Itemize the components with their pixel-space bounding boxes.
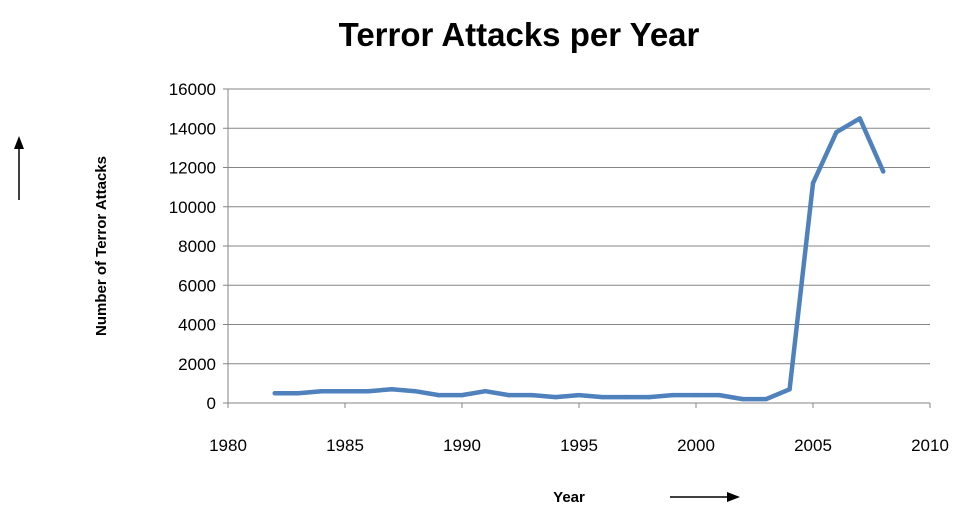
gridlines — [228, 88, 930, 365]
x-tick-label: 2000 — [677, 436, 715, 455]
x-axis-right-arrow-icon — [670, 492, 740, 502]
y-tick-label: 14000 — [169, 119, 216, 138]
data-point — [319, 389, 324, 394]
data-point — [272, 390, 277, 396]
data-point — [834, 129, 839, 135]
data-point — [366, 389, 371, 394]
data-point — [670, 392, 675, 398]
data-point — [717, 392, 722, 398]
series-line — [272, 116, 886, 402]
x-tick-label: 2005 — [794, 436, 832, 455]
data-point — [647, 394, 652, 400]
x-tick-label: 2010 — [911, 436, 949, 455]
data-point — [764, 396, 769, 402]
data-point — [693, 392, 699, 398]
series-layer — [272, 116, 886, 402]
data-point — [413, 389, 418, 394]
data-point — [810, 181, 816, 186]
data-point — [881, 169, 886, 174]
y-axis-ticks: 0 2000 4000 6000 8000 10000 12000 14000 16000 — [169, 80, 228, 413]
data-point — [483, 389, 488, 394]
data-point — [740, 396, 745, 402]
x-axis-ticks: 1980 1985 1990 1995 2000 2005 2010 — [209, 403, 949, 455]
y-tick-label: 0 — [207, 394, 216, 413]
data-point — [530, 392, 535, 398]
data-point — [623, 394, 628, 400]
data-point — [576, 392, 582, 398]
y-tick-label: 10000 — [169, 198, 216, 217]
y-tick-label: 8000 — [178, 237, 216, 256]
data-point — [459, 392, 465, 398]
data-point — [436, 392, 441, 398]
x-axis-label: Year — [553, 489, 585, 506]
data-point — [553, 394, 558, 400]
data-point — [342, 389, 348, 394]
x-tick-label: 1990 — [443, 436, 481, 455]
y-tick-label: 2000 — [178, 355, 216, 374]
data-point — [857, 116, 862, 121]
chart-title: Terror Attacks per Year — [339, 16, 700, 53]
data-point — [296, 390, 301, 396]
data-point — [389, 387, 394, 392]
data-point — [787, 387, 792, 392]
data-point — [506, 392, 511, 398]
y-tick-label: 16000 — [169, 80, 216, 99]
y-tick-label: 12000 — [169, 159, 216, 178]
x-tick-label: 1980 — [209, 436, 247, 455]
x-tick-label: 1985 — [326, 436, 364, 455]
y-tick-label: 6000 — [178, 276, 216, 295]
y-tick-label: 4000 — [178, 316, 216, 335]
x-tick-label: 1995 — [560, 436, 598, 455]
y-axis-label: Number of Terror Attacks — [93, 156, 110, 336]
y-axis-up-arrow-icon — [14, 136, 24, 200]
data-point — [600, 394, 605, 400]
